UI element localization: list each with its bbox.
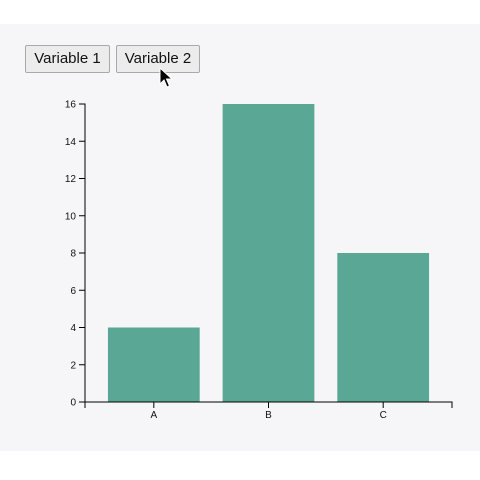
y-tick-label-14: 14 bbox=[65, 137, 77, 148]
bar-A bbox=[107, 327, 200, 402]
y-tick-label-0: 0 bbox=[70, 398, 76, 409]
mouse-cursor-icon bbox=[159, 67, 173, 88]
bar-B bbox=[222, 104, 315, 402]
bar-C bbox=[337, 253, 430, 402]
y-tick-label-2: 2 bbox=[70, 360, 76, 371]
y-tick-label-4: 4 bbox=[70, 323, 76, 334]
variable-2-button[interactable]: Variable 2 bbox=[116, 45, 200, 73]
y-tick-label-12: 12 bbox=[65, 174, 77, 185]
x-tick-label-B: B bbox=[265, 410, 272, 421]
y-tick-label-6: 6 bbox=[70, 286, 76, 297]
y-tick-label-10: 10 bbox=[65, 211, 77, 222]
x-tick-label-C: C bbox=[380, 410, 387, 421]
y-tick-label-8: 8 bbox=[70, 249, 76, 260]
variable-1-button[interactable]: Variable 1 bbox=[25, 45, 110, 73]
y-tick-label-16: 16 bbox=[65, 100, 77, 111]
x-axis-line bbox=[84, 401, 453, 408]
x-tick-label-A: A bbox=[150, 410, 157, 421]
